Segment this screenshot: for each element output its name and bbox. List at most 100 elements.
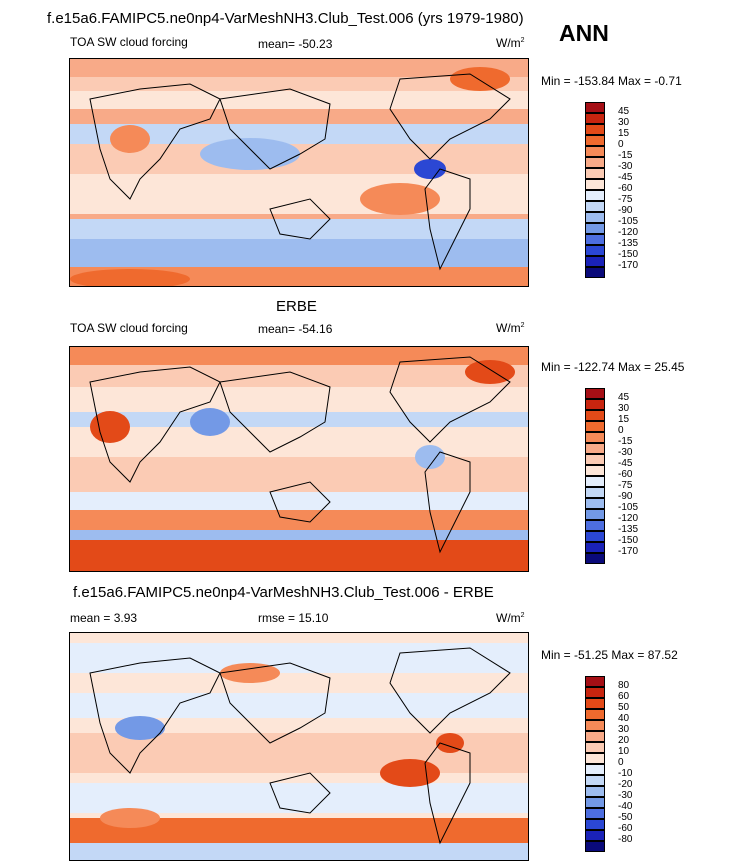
legend-label: 60	[618, 691, 630, 702]
legend-swatch	[585, 146, 605, 157]
legend-label: -50	[618, 812, 633, 823]
legend-swatch	[585, 113, 605, 124]
legend-swatch	[585, 786, 605, 797]
legend-label: -60	[618, 469, 633, 480]
panel-units: W/m2	[496, 36, 525, 50]
legend-swatch	[585, 731, 605, 742]
legend-label: 40	[618, 713, 630, 724]
legend-swatch	[585, 819, 605, 830]
legend-swatch	[585, 168, 605, 179]
legend-label: -10	[618, 768, 633, 779]
legend-label: -80	[618, 834, 633, 845]
legend-label: -135	[618, 238, 639, 249]
legend-swatch	[585, 267, 605, 278]
legend-swatch	[585, 124, 605, 135]
legend-swatch	[585, 190, 605, 201]
legend-swatch	[585, 553, 605, 564]
legend-label: -105	[618, 502, 639, 513]
legend-label: -30	[618, 790, 633, 801]
legend-label: -120	[618, 227, 639, 238]
legend-label: -45	[618, 172, 633, 183]
legend-swatch	[585, 465, 605, 476]
legend-label: -45	[618, 458, 633, 469]
legend-swatch	[585, 509, 605, 520]
legend-swatch	[585, 179, 605, 190]
legend-swatch	[585, 764, 605, 775]
legend-swatch	[585, 421, 605, 432]
panel-units: W/m2	[496, 321, 525, 335]
legend-label: -15	[618, 150, 633, 161]
map-diff	[69, 632, 529, 861]
legend-label: -60	[618, 823, 633, 834]
legend-label: 30	[618, 724, 630, 735]
legend-swatch	[585, 753, 605, 764]
legend-swatch	[585, 454, 605, 465]
legend-label: 0	[618, 139, 624, 150]
legend-label: -20	[618, 779, 633, 790]
legend-label: -75	[618, 480, 633, 491]
legend-label: -15	[618, 436, 633, 447]
legend-swatch	[585, 797, 605, 808]
legend-swatch	[585, 443, 605, 454]
map-obs	[69, 346, 529, 572]
legend-label: -30	[618, 161, 633, 172]
legend-swatch	[585, 841, 605, 852]
legend-label: 15	[618, 414, 630, 425]
legend-label: 45	[618, 106, 630, 117]
legend-swatch	[585, 135, 605, 146]
legend-swatch	[585, 432, 605, 443]
legend-swatch	[585, 720, 605, 731]
panel-minmax: Min = -153.84 Max = -0.71	[541, 74, 682, 88]
legend-swatch	[585, 256, 605, 267]
legend-swatch	[585, 410, 605, 421]
panel-left-label: mean = 3.93	[70, 611, 138, 625]
legend-swatch	[585, 498, 605, 509]
legend-swatch	[585, 476, 605, 487]
legend-swatch	[585, 808, 605, 819]
legend-label: 50	[618, 702, 630, 713]
legend-swatch	[585, 830, 605, 841]
legend-label: 30	[618, 403, 630, 414]
legend-swatch	[585, 487, 605, 498]
legend-swatch	[585, 531, 605, 542]
legend-swatch	[585, 157, 605, 168]
legend-label: -120	[618, 513, 639, 524]
legend-swatch	[585, 245, 605, 256]
legend-label: 20	[618, 735, 630, 746]
legend-label: -90	[618, 205, 633, 216]
legend-label: -135	[618, 524, 639, 535]
legend-swatch	[585, 709, 605, 720]
legend-swatch	[585, 399, 605, 410]
legend-label: 10	[618, 746, 630, 757]
legend-label: 0	[618, 425, 624, 436]
legend-label: -170	[618, 546, 639, 557]
legend-swatch	[585, 542, 605, 553]
legend-swatch	[585, 687, 605, 698]
legend-label: 0	[618, 757, 624, 768]
legend-label: -150	[618, 249, 639, 260]
legend-swatch	[585, 388, 605, 399]
legend-swatch	[585, 223, 605, 234]
legend-label: -60	[618, 183, 633, 194]
legend-label: -90	[618, 491, 633, 502]
legend-label: 45	[618, 392, 630, 403]
legend-swatch	[585, 201, 605, 212]
legend-label: -150	[618, 535, 639, 546]
legend-swatch	[585, 742, 605, 753]
panel-minmax: Min = -122.74 Max = 25.45	[541, 360, 685, 374]
panel-title: ERBE	[276, 298, 317, 315]
legend-label: -75	[618, 194, 633, 205]
legend-swatch	[585, 520, 605, 531]
panel-units: W/m2	[496, 611, 525, 625]
legend-swatch	[585, 775, 605, 786]
legend-label: -40	[618, 801, 633, 812]
run-title: f.e15a6.FAMIPC5.ne0np4-VarMeshNH3.Club_T…	[47, 10, 524, 27]
legend-swatch	[585, 102, 605, 113]
legend-swatch	[585, 234, 605, 245]
panel-title: f.e15a6.FAMIPC5.ne0np4-VarMeshNH3.Club_T…	[73, 584, 494, 601]
panel-mean: mean= -54.16	[258, 322, 333, 336]
legend-label: 80	[618, 680, 630, 691]
season-label: ANN	[559, 20, 609, 46]
panel-rmse: rmse = 15.10	[258, 611, 329, 625]
map-model	[69, 58, 529, 287]
